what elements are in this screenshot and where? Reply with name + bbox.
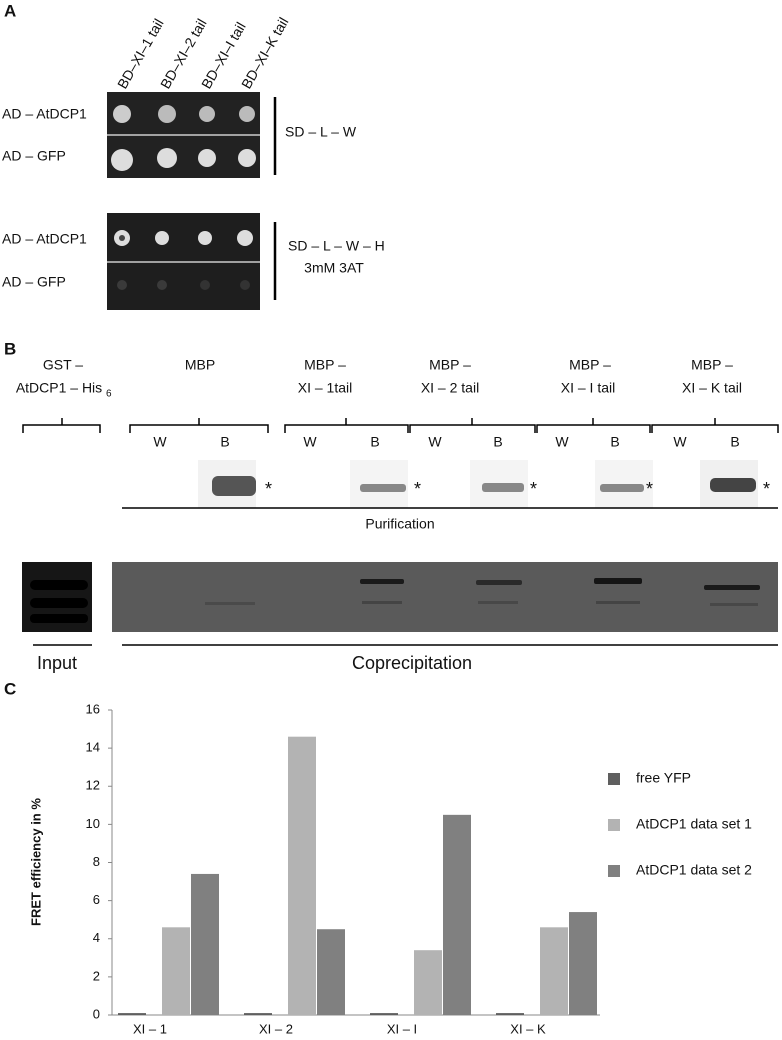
group-header: XI – 1tail	[298, 380, 352, 396]
y-axis-title: FRET efficiency in %	[28, 798, 43, 926]
subscript: 6	[106, 389, 112, 400]
bar	[162, 927, 190, 1015]
section-label: Coprecipitation	[352, 653, 472, 673]
legend-label: free YFP	[636, 770, 691, 786]
row-label: AD – GFP	[2, 148, 66, 164]
legend-label: AtDCP1 data set 2	[636, 862, 752, 878]
lane-label: B	[220, 434, 229, 450]
bar	[540, 927, 568, 1015]
band-marker: *	[414, 479, 421, 499]
row-label: AD – AtDCP1	[2, 231, 87, 247]
bar	[244, 1013, 272, 1015]
lane-label: B	[730, 434, 739, 450]
x-tick-label: XI – 1	[133, 1021, 167, 1036]
blot	[22, 562, 778, 632]
band-marker: *	[265, 479, 272, 499]
lane-label: W	[153, 434, 167, 450]
section-label: Input	[37, 653, 77, 673]
group-header: MBP –	[691, 357, 733, 373]
bar	[370, 1013, 398, 1015]
group-header: XI – 2 tail	[421, 380, 479, 396]
lane-label: B	[493, 434, 502, 450]
legend-label: AtDCP1 data set 1	[636, 816, 752, 832]
group-header: AtDCP1 – His	[16, 380, 102, 396]
x-tick-label: XI – 2	[259, 1021, 293, 1036]
y-tick-label: 10	[86, 816, 100, 831]
group-braces	[22, 418, 779, 433]
y-tick-label: 12	[86, 778, 100, 793]
bar	[569, 912, 597, 1015]
x-tick-label: XI – I	[387, 1021, 417, 1036]
group-header: GST –	[43, 357, 83, 373]
section-label: Purification	[365, 516, 434, 532]
group-header: MBP	[185, 357, 215, 373]
lane-label: W	[673, 434, 687, 450]
panel-label: A	[4, 1, 16, 20]
bar	[118, 1013, 146, 1015]
medium-label: SD – L – W	[285, 124, 357, 140]
medium-label: SD – L – W – H	[288, 238, 385, 254]
lane-label: B	[370, 434, 379, 450]
y-tick-label: 14	[86, 740, 100, 755]
row-label: AD – GFP	[2, 274, 66, 290]
group-header: MBP –	[569, 357, 611, 373]
group-header: MBP –	[304, 357, 346, 373]
bar	[288, 736, 316, 1015]
plate-bottom	[107, 213, 260, 310]
panel-label: B	[4, 339, 16, 358]
lane-label: B	[610, 434, 619, 450]
y-tick-label: 16	[86, 701, 100, 716]
legend-swatch	[608, 773, 620, 785]
bar	[414, 950, 442, 1015]
medium-label: 3mM 3AT	[304, 260, 364, 276]
row-label: AD – AtDCP1	[2, 106, 87, 122]
group-header: XI – I tail	[561, 380, 615, 396]
plate-top	[107, 92, 260, 178]
lane-label: W	[428, 434, 442, 450]
bar	[191, 873, 219, 1015]
legend-swatch	[608, 819, 620, 831]
bar	[317, 929, 345, 1015]
x-tick-label: XI – K	[510, 1021, 546, 1036]
bar	[443, 814, 471, 1015]
band-marker: *	[530, 479, 537, 499]
group-header: XI – K tail	[682, 380, 742, 396]
group-header: MBP –	[429, 357, 471, 373]
lane-label: W	[555, 434, 569, 450]
y-tick-label: 2	[93, 968, 100, 983]
band-marker: *	[646, 479, 653, 499]
panel-label: C	[4, 679, 16, 698]
purification-bands	[198, 460, 758, 508]
bar	[496, 1013, 524, 1015]
y-tick-label: 8	[93, 854, 100, 869]
y-tick-label: 6	[93, 892, 100, 907]
legend-swatch	[608, 865, 620, 877]
band-marker: *	[763, 479, 770, 499]
lane-label: W	[303, 434, 317, 450]
y-tick-label: 0	[93, 1006, 100, 1021]
y-tick-label: 4	[93, 930, 100, 945]
